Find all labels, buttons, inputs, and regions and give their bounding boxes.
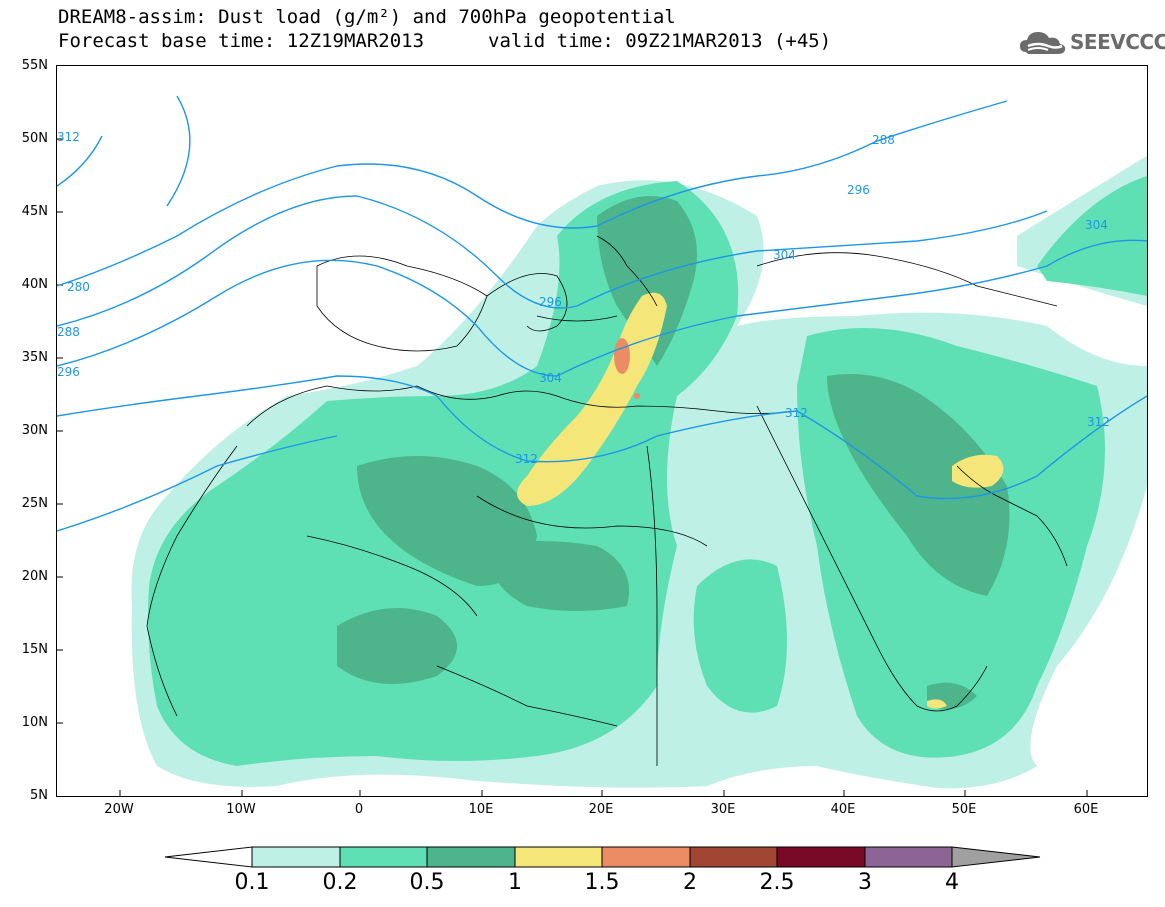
lat-label: 15N	[21, 642, 48, 657]
colorbar-label: 3	[858, 870, 872, 895]
contour-label: 296	[539, 295, 562, 309]
colorbar-label: 0.1	[234, 870, 270, 895]
geopotential-contours	[56, 95, 1148, 532]
contour-label: 312	[515, 452, 538, 466]
lon-label: 60E	[1073, 802, 1099, 817]
lat-label: 30N	[21, 423, 48, 438]
lat-label: 20N	[21, 569, 48, 584]
colorbar	[164, 846, 1041, 868]
contour-label: 296	[57, 365, 80, 379]
cloud-logo-icon	[1020, 32, 1066, 54]
colorbar-swatch	[689, 846, 778, 868]
base-time: Forecast base time: 12Z19MAR2013	[58, 30, 425, 52]
lat-label: 5N	[30, 788, 48, 803]
lat-label: 55N	[21, 58, 48, 73]
lon-label: 20W	[104, 802, 134, 817]
colorbar-swatch	[339, 846, 428, 868]
lon-label: 0	[354, 802, 364, 817]
colorbar-label: 1	[508, 870, 522, 895]
colorbar-label: 1.5	[584, 870, 620, 895]
contour-label: 304	[539, 371, 562, 385]
lon-label: 10E	[468, 802, 494, 817]
colorbar-swatch	[514, 846, 603, 868]
lat-label: 50N	[21, 131, 48, 146]
colorbar-swatch	[426, 846, 516, 868]
lat-label: 35N	[21, 350, 48, 365]
colorbar-low-arrow	[164, 846, 253, 868]
contour-label: 304	[773, 248, 796, 262]
contour-label: 280	[67, 280, 90, 294]
coastlines	[146, 235, 1068, 766]
lon-label: 50E	[951, 802, 977, 817]
dust-level-0.5	[337, 196, 1010, 710]
colorbar-swatch	[776, 846, 866, 868]
lat-label: 10N	[21, 715, 48, 730]
colorbar-label: 4	[945, 870, 959, 895]
colorbar-swatch	[864, 846, 953, 868]
contour-label: 288	[57, 325, 80, 339]
lat-label: 45N	[21, 204, 48, 219]
lat-label: 40N	[21, 277, 48, 292]
logo-text: SEEVCCC	[1070, 30, 1165, 54]
colorbar-label: 2.5	[759, 870, 795, 895]
contour-label: 312	[1087, 415, 1110, 429]
colorbar-label: 2	[683, 870, 697, 895]
valid-time: valid time: 09Z21MAR2013 (+45)	[488, 30, 832, 52]
dust-map: 288 296 304 296 304 312 312 312 304 280 …	[56, 95, 1148, 796]
contour-label-group: 288 296 304 296 304 312 312 312 304 280 …	[57, 130, 1110, 466]
colorbar-swatch	[251, 846, 341, 868]
lon-label: 30E	[710, 802, 736, 817]
contour-label: 312	[785, 406, 808, 420]
contour-label: 312	[57, 130, 80, 144]
colorbar-label: 0.5	[409, 870, 445, 895]
lon-label: 40E	[830, 802, 856, 817]
map-title: DREAM8-assim: Dust load (g/m²) and 700hP…	[58, 6, 676, 28]
lon-label: 10W	[226, 802, 256, 817]
contour-label: 304	[1085, 218, 1108, 232]
seevccc-logo: SEEVCCC	[1018, 26, 1165, 60]
contour-label: 296	[847, 183, 870, 197]
colorbar-swatch	[601, 846, 691, 868]
lon-label: 20E	[588, 802, 614, 817]
contour-label: 288	[872, 133, 895, 147]
colorbar-label: 0.2	[322, 870, 358, 895]
map-subtitle: Forecast base time: 12Z19MAR2013 valid ti…	[58, 30, 831, 52]
lat-label: 25N	[21, 496, 48, 511]
map-area: 288 296 304 296 304 312 312 312 304 280 …	[56, 65, 1148, 797]
colorbar-high-arrow	[951, 846, 1041, 868]
